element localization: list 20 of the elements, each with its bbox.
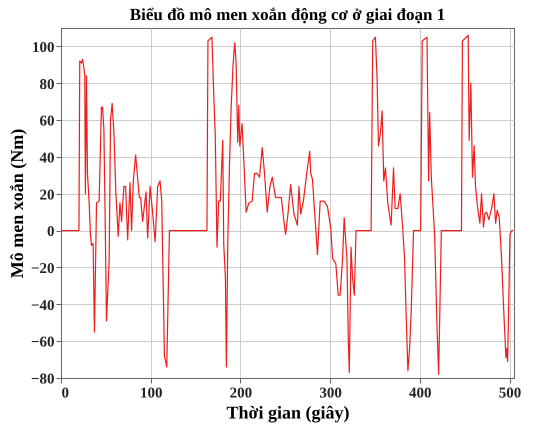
y-tick-label: −20 [30, 260, 54, 277]
y-tick-label: 0 [47, 224, 54, 240]
y-tick-label: 60 [40, 114, 54, 130]
x-tick-label: 200 [230, 386, 252, 402]
y-tick-label: −60 [30, 334, 54, 351]
line-series [60, 34, 514, 375]
x-axis-title: Thời gian (giây) [226, 402, 350, 422]
y-tick-label: 80 [40, 76, 54, 93]
y-tick-label: 40 [40, 150, 54, 166]
y-axis-title: Mô men xoắn (Nm) [6, 128, 27, 278]
x-tick-label: 500 [498, 386, 522, 402]
x-tick-label: 300 [319, 386, 342, 402]
y-tick-label: 20 [40, 187, 54, 204]
y-tick-label: 100 [32, 40, 54, 56]
x-tick-label: 100 [140, 386, 162, 402]
y-tick-label: −40 [30, 298, 54, 314]
x-tick-label: 400 [409, 386, 432, 402]
y-tick-label: −80 [30, 372, 54, 388]
chart-title: Biểu đồ mô men xoắn động cơ ở giai đoạn 1 [130, 5, 446, 24]
x-tick-label: 0 [62, 386, 69, 402]
